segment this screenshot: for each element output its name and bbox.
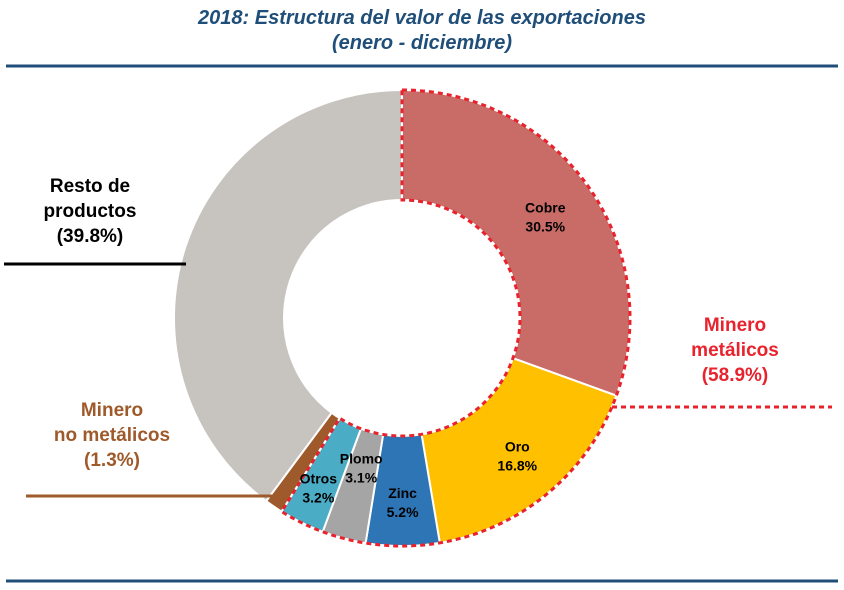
group-metalicos-line-1: metálicos xyxy=(691,340,779,361)
slice-label-plomo: Plomo xyxy=(340,451,383,467)
chart-subtitle: (enero - diciembre) xyxy=(332,32,512,54)
group-resto-line-2: (39.8%) xyxy=(57,226,124,247)
group-no_metalicos-line-0: Minero xyxy=(81,400,143,421)
group-metalicos-line-0: Minero xyxy=(704,315,766,336)
donut-labels: Cobre 30.5% Oro 16.8% Zinc 5.2% Plomo 3.1% Otros… xyxy=(300,200,566,520)
group-metalicos-line-2: (58.9%) xyxy=(702,365,769,386)
slice-label-oro: Oro xyxy=(505,438,530,454)
chart-title: 2018: Estructura del valor de las export… xyxy=(197,7,646,29)
slice-resto-de-productos xyxy=(173,88,403,503)
slice-value-cobre: 30.5% xyxy=(525,219,565,235)
slice-value-plomo: 3.1% xyxy=(345,470,377,486)
group-resto-line-0: Resto de xyxy=(50,176,130,197)
slice-value-oro: 16.8% xyxy=(497,457,537,473)
group-no_metalicos-line-1: no metálicos xyxy=(54,425,170,446)
slice-label-zinc: Zinc xyxy=(388,485,417,501)
donut-slices xyxy=(173,88,632,548)
slice-value-otros: 3.2% xyxy=(302,490,334,506)
slice-label-otros: Otros xyxy=(300,471,338,487)
metalicos-highlight-outline xyxy=(279,88,632,548)
slice-value-zinc: 5.2% xyxy=(387,504,419,520)
group-resto-line-1: productos xyxy=(44,201,137,222)
group-no_metalicos-line-2: (1.3%) xyxy=(84,450,140,471)
slice-label-cobre: Cobre xyxy=(525,200,566,216)
group-annotations: Resto de productos (39.8%) Minero no metálic… xyxy=(4,176,832,498)
